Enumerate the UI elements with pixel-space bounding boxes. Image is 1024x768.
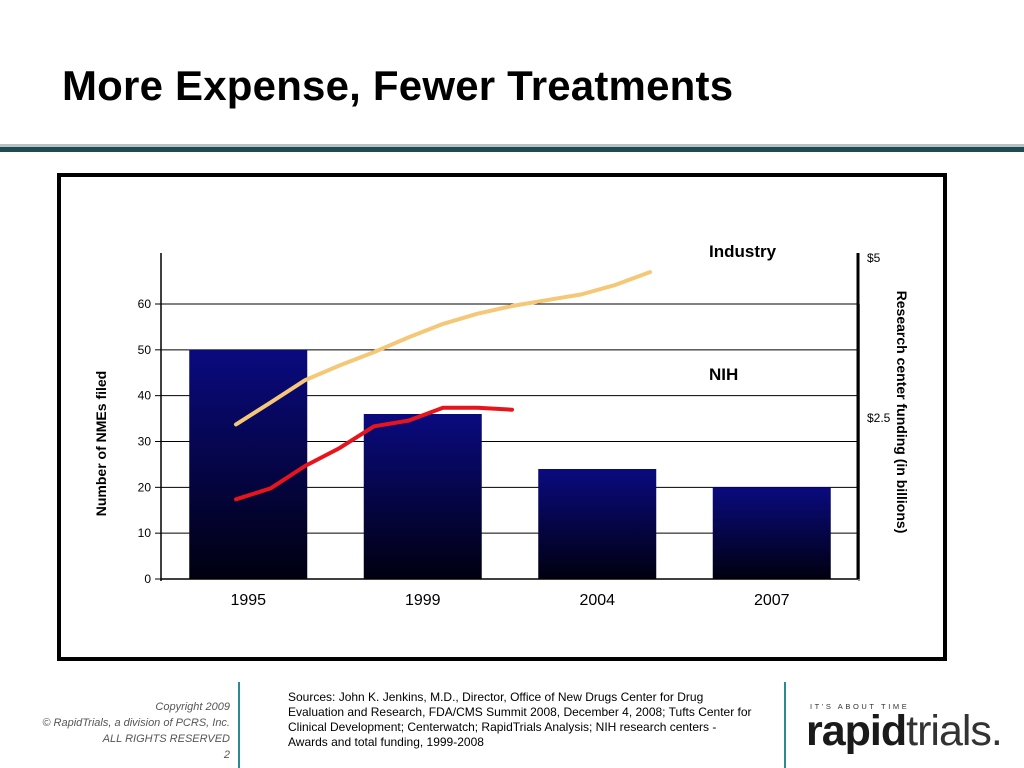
copyright-line: Copyright 2009 bbox=[155, 701, 230, 713]
y2-tick-label: $5 bbox=[867, 251, 881, 265]
rights-reserved: ALL RIGHTS RESERVED bbox=[102, 733, 230, 745]
logo-tagline: IT'S ABOUT TIME bbox=[810, 702, 910, 711]
copyright-owner: © RapidTrials, a division of PCRS, Inc. bbox=[42, 717, 230, 729]
title-rule-light bbox=[0, 144, 1024, 147]
x-tick-label: 1999 bbox=[405, 592, 441, 609]
footer-divider-left bbox=[238, 682, 240, 768]
y-tick-label: 40 bbox=[138, 389, 152, 403]
footer-divider-right bbox=[784, 682, 786, 768]
sources-note: Sources: John K. Jenkins, M.D., Director… bbox=[288, 690, 752, 749]
y-tick-label: 10 bbox=[138, 526, 152, 540]
y-tick-label: 0 bbox=[144, 572, 151, 586]
chart: 1995 1999 2004 2007 0 10 20 30 40 50 60 Number of N… bbox=[93, 242, 910, 609]
y2-axis-title: Research center funding (in billions) bbox=[894, 291, 910, 534]
slide-title: More Expense, Fewer Treatments bbox=[62, 62, 734, 109]
x-tick-label: 2004 bbox=[579, 592, 615, 609]
x-tick-label: 1995 bbox=[230, 592, 266, 609]
series-line-nih bbox=[234, 405, 514, 502]
series-label-industry: Industry bbox=[709, 242, 777, 261]
title-rule-dark bbox=[0, 147, 1024, 152]
company-logo: rapidtrials. bbox=[806, 705, 1003, 757]
bar-2007 bbox=[712, 487, 831, 579]
y-tick-label: 30 bbox=[138, 435, 152, 449]
logo-word-strong: rapid bbox=[806, 707, 907, 755]
bar-1999 bbox=[363, 414, 482, 579]
page-number: 2 bbox=[223, 749, 230, 761]
y2-tick-label: $2.5 bbox=[867, 411, 891, 425]
logo-word-light: trials. bbox=[906, 707, 1003, 755]
y-tick-label: 20 bbox=[138, 480, 152, 494]
bar-2004 bbox=[538, 469, 657, 579]
y-axis-title: Number of NMEs filed bbox=[93, 371, 109, 516]
y-tick-label: 50 bbox=[138, 343, 152, 357]
chart-frame: 1995 1999 2004 2007 0 10 20 30 40 50 60 Number of N… bbox=[57, 173, 947, 661]
series-line-industry bbox=[234, 270, 652, 427]
y-tick-label: 60 bbox=[138, 297, 152, 311]
bar-1995 bbox=[189, 349, 308, 579]
x-tick-label: 2007 bbox=[754, 592, 790, 609]
series-label-nih: NIH bbox=[709, 365, 738, 384]
copyright-block: Copyright 2009 © RapidTrials, a division… bbox=[42, 699, 230, 763]
